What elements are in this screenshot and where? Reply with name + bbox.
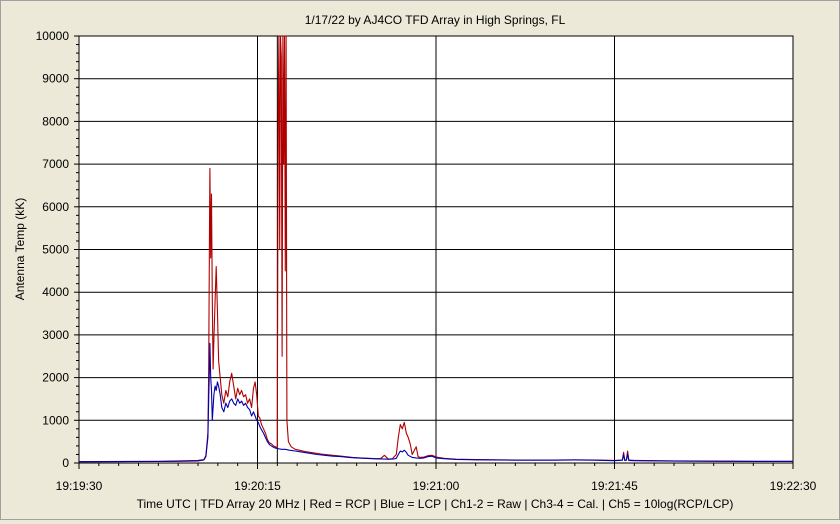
x-axis: 19:19:30 19:20:15 19:21:00 19:21:45 19:22:30 (56, 463, 817, 493)
x-tick-label: 19:20:15 (234, 479, 281, 493)
series-lcp-line (78, 342, 793, 463)
y-tick-label: 7000 (42, 157, 69, 171)
y-tick-label: 9000 (42, 72, 69, 86)
y-tick-label: 4000 (42, 285, 69, 299)
x-axis-label: Time UTC | TFD Array 20 MHz | Red = RCP … (137, 497, 734, 511)
chart-title: 1/17/22 by AJ4CO TFD Array in High Sprin… (305, 13, 566, 27)
y-tick-label: 8000 (42, 114, 69, 128)
y-tick-label: 1000 (42, 413, 69, 427)
x-tick-label: 19:21:45 (591, 479, 638, 493)
series-rcp-line (78, 35, 793, 463)
y-axis: 0 1000 2000 3000 4000 5000 6000 7000 8000 9000 100… (36, 29, 79, 470)
y-tick-label: 0 (62, 456, 69, 470)
x-tick-label: 19:22:30 (770, 479, 817, 493)
y-tick-label: 6000 (42, 200, 69, 214)
series-group (78, 35, 793, 463)
y-tick-label: 2000 (42, 371, 69, 385)
x-tick-label: 19:19:30 (56, 479, 103, 493)
y-tick-label: 10000 (36, 29, 70, 43)
x-tick-label: 19:21:00 (413, 479, 460, 493)
y-tick-label: 5000 (42, 243, 69, 257)
y-axis-label: Antenna Temp (kK) (13, 198, 27, 301)
y-tick-label: 3000 (42, 328, 69, 342)
